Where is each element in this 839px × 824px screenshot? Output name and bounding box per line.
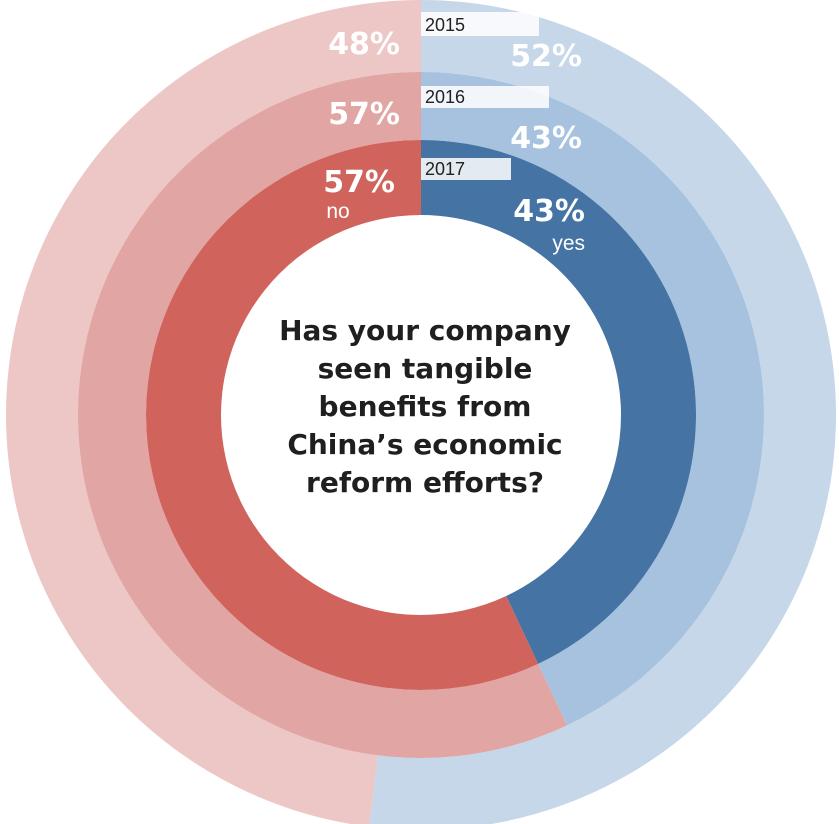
ring-2015-yes-slice <box>369 0 836 824</box>
label-2015-no-percent: 48% <box>328 27 400 62</box>
ring-2017-yes-slice <box>421 140 696 664</box>
year-tag-bg-2017 <box>421 158 511 180</box>
label-2017-yes-percent: 43% <box>513 194 585 229</box>
rings-group <box>6 0 836 824</box>
year-tag-2015: 2015 <box>425 15 465 35</box>
year-tags-group: 2015 2016 2017 <box>421 12 549 180</box>
year-tag-bg-2016 <box>421 86 549 108</box>
ring-2016-yes-slice <box>421 72 765 726</box>
year-tag-2016: 2016 <box>425 87 465 107</box>
ring-2016-no-slice <box>78 72 568 758</box>
label-2017-no-word: no <box>326 200 349 223</box>
year-tag-2017: 2017 <box>425 159 465 179</box>
ring-2017-no-slice <box>146 140 539 690</box>
label-2016-yes-percent: 43% <box>510 121 582 156</box>
label-2017-yes-word: yes <box>552 232 585 255</box>
label-2015-yes-percent: 52% <box>510 39 582 74</box>
chart-question: Has your company seen tangible benefits … <box>279 314 571 499</box>
label-2016-no-percent: 57% <box>328 97 400 132</box>
percent-labels-group: 52% 48% 43% 57% 43% 57% yes no <box>323 27 585 255</box>
year-tag-bg-2015 <box>421 12 539 36</box>
label-2017-no-percent: 57% <box>323 165 395 200</box>
ring-2015-no-slice <box>6 0 421 824</box>
